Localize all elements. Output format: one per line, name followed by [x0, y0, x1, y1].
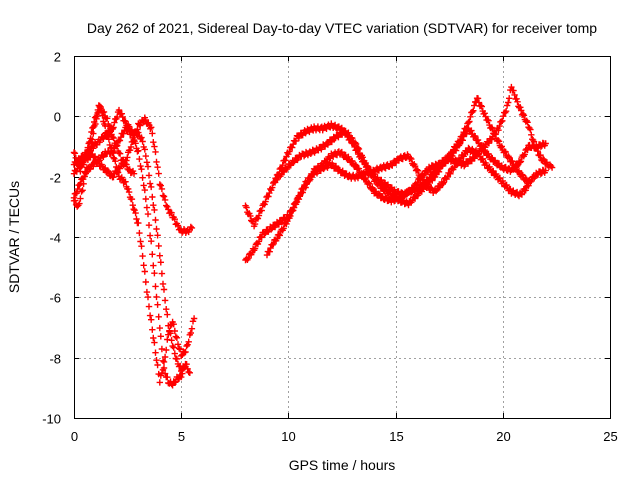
x-axis-label: GPS time / hours — [289, 457, 396, 473]
data-markers — [70, 102, 198, 386]
data-points — [70, 83, 556, 389]
chart-title: Day 262 of 2021, Sidereal Day-to-day VTE… — [87, 20, 597, 36]
series-s5 — [70, 103, 138, 210]
series-s9 — [272, 83, 556, 200]
data-markers — [263, 144, 532, 259]
x-tick-label: 10 — [281, 429, 295, 444]
data-markers — [70, 106, 189, 375]
y-tick-label: -4 — [49, 231, 61, 246]
x-tick-labels: 0 5 10 15 20 25 — [71, 429, 618, 444]
x-tick-label: 15 — [389, 429, 403, 444]
series-s2 — [70, 124, 193, 389]
plot-frame — [74, 56, 611, 419]
grid — [74, 56, 610, 418]
x-tick-label: 25 — [603, 429, 617, 444]
y-axis-label: SDTVAR / TECUs — [6, 181, 22, 293]
y-tick-label: -10 — [42, 412, 61, 427]
x-tick-label: 5 — [178, 429, 185, 444]
y-tick-label: -8 — [49, 352, 61, 367]
data-markers — [70, 103, 138, 210]
series-s8 — [263, 144, 532, 259]
x-tick-label: 0 — [71, 429, 78, 444]
y-tick-label: -6 — [49, 291, 61, 306]
y-tick-label: 2 — [54, 50, 61, 65]
series-s3 — [70, 106, 189, 375]
series-s1 — [70, 102, 198, 386]
y-tick-labels: -10 -8 -6 -4 -2 0 2 — [42, 50, 61, 427]
data-markers — [272, 83, 556, 200]
y-tick-label: 0 — [54, 110, 61, 125]
x-tick-label: 20 — [496, 429, 510, 444]
data-markers — [70, 124, 193, 389]
y-tick-label: -2 — [49, 171, 61, 186]
